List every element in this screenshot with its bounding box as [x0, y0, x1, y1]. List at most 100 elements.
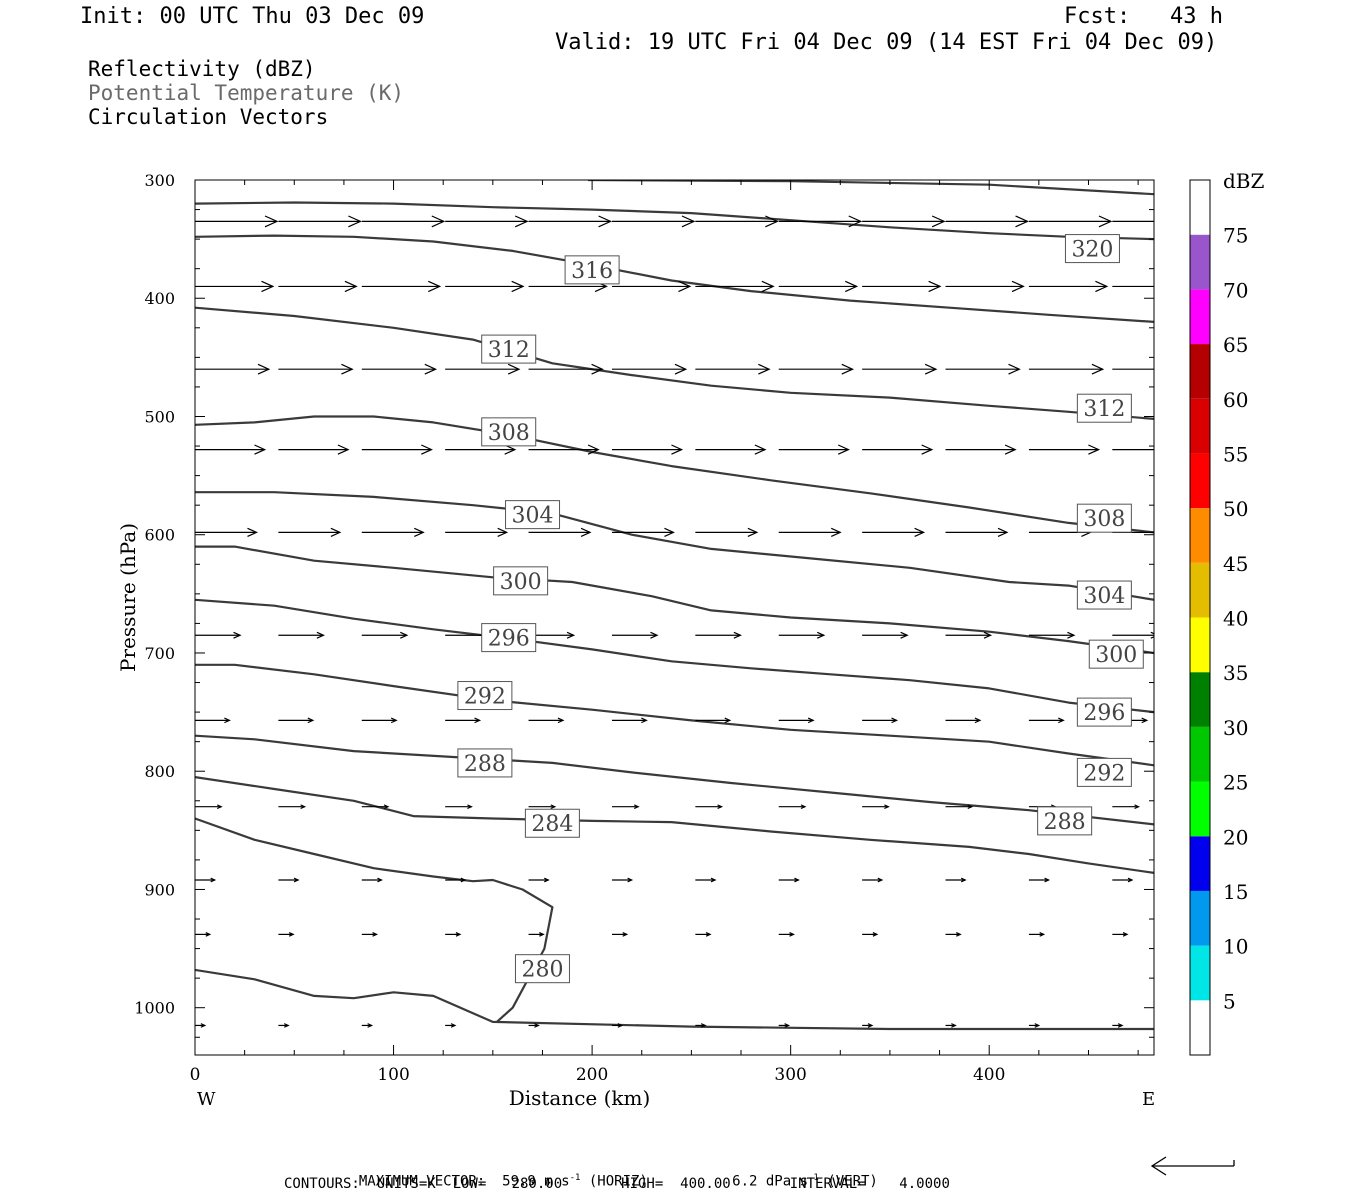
contour-label-308: 308: [481, 417, 537, 447]
contour-label-284: 284: [524, 808, 580, 838]
wind-vector: [778, 363, 855, 375]
wind-vector: [278, 877, 300, 883]
wind-vector: [695, 877, 717, 883]
wind-vector: [778, 1023, 791, 1028]
wind-vector: [695, 631, 742, 639]
colorbar-swatch-55: [1190, 398, 1210, 454]
wind-vector: [445, 363, 521, 375]
wind-vector: [445, 804, 473, 810]
svg-text:296: 296: [488, 627, 530, 652]
colorbar-label-45: 45: [1223, 552, 1248, 576]
wind-vector: [361, 527, 425, 537]
wind-vector: [862, 877, 884, 883]
wind-vector: [361, 804, 390, 810]
wind-vector: [862, 215, 946, 228]
colorbar-label-20: 20: [1223, 825, 1248, 849]
colorbar-swatch-50: [1190, 453, 1210, 509]
colorbar-label-25: 25: [1223, 771, 1248, 795]
wind-vector: [695, 932, 712, 937]
contour-label-296: 296: [481, 623, 537, 653]
wind-vector: [445, 527, 509, 537]
wind-vector: [278, 1023, 290, 1028]
wind-vector: [445, 717, 482, 724]
colorbar-frame: [1189, 179, 1211, 1056]
wind-vector: [1112, 932, 1129, 937]
colorbar-swatch-10: [1190, 890, 1210, 946]
contour-label-316: 316: [564, 255, 620, 285]
svg-text:316: 316: [571, 259, 613, 284]
y-tick-label: 300: [144, 171, 175, 190]
circulation-vectors: [195, 215, 1154, 1028]
wind-vector: [195, 804, 223, 810]
theta-contour-304: [195, 491, 1154, 601]
wind-vector: [778, 280, 859, 293]
theta-contour-300: [195, 545, 1154, 655]
wind-vector: [445, 444, 517, 455]
wind-vector: [1112, 804, 1141, 810]
wind-vector: [361, 215, 446, 228]
wind-vector: [945, 717, 982, 724]
forecast-hour: Fcst: 43 h: [1064, 4, 1223, 29]
wind-vector: [445, 877, 467, 883]
wind-vector: [695, 215, 779, 228]
contour-labels: 320 316 312 312 308 308 304 304 300 300 296 296 292 2…: [457, 234, 1144, 984]
wind-vector: [695, 717, 732, 724]
contour-info-line: CONTOURS: UNITS=K LOW= 280.00 HIGH= 400.…: [284, 1176, 950, 1192]
wind-vector: [611, 1023, 624, 1028]
svg-text:304: 304: [512, 504, 554, 529]
theta-contour-292: [195, 663, 1154, 767]
wind-vector: [945, 527, 1009, 537]
colorbar-label-35: 35: [1223, 661, 1248, 685]
reference-vector-arrow: [1150, 1156, 1235, 1176]
wind-vector: [361, 363, 438, 375]
max-vector-vert-exp: -1: [808, 1173, 819, 1183]
wind-vector: [778, 804, 807, 810]
theta-contour-312: [195, 306, 1154, 420]
wind-vector: [611, 877, 634, 883]
valid-time: Valid: 19 UTC Fri 04 Dec 09 (14 EST Fri …: [555, 30, 1218, 55]
init-time: Init: 00 UTC Thu 03 Dec 09: [80, 4, 425, 29]
contour-label-300: 300: [493, 566, 549, 596]
wind-vector: [528, 717, 565, 724]
wind-vector: [195, 527, 258, 537]
wind-vector: [278, 804, 307, 810]
theta-contour-line-0: [588, 180, 1154, 196]
y-tick-label: 1000: [134, 999, 175, 1018]
field-label-theta: Potential Temperature (K): [88, 81, 405, 105]
wind-vector: [945, 215, 1029, 228]
wind-vector: [611, 631, 659, 639]
wind-vector: [862, 717, 899, 724]
wind-vector: [278, 631, 325, 639]
colorbar-swatch-15: [1190, 836, 1210, 891]
y-tick-label: 900: [144, 880, 175, 899]
wind-vector: [862, 804, 890, 810]
colorbar-swatch-25: [1190, 726, 1210, 782]
wind-vector: [528, 877, 550, 883]
y-tick-label: 500: [144, 407, 175, 426]
wind-vector: [778, 877, 800, 883]
colorbar-label-30: 30: [1223, 716, 1248, 740]
svg-text:308: 308: [488, 421, 530, 446]
wind-vector: [862, 932, 879, 937]
svg-text:288: 288: [1044, 810, 1086, 835]
colorbar-swatch-35: [1190, 617, 1210, 673]
contour-label-312: 312: [481, 334, 537, 364]
wind-vector: [445, 932, 462, 937]
contour-label-320: 320: [1064, 234, 1120, 264]
colorbar-swatch-30: [1190, 672, 1210, 727]
wind-vector: [528, 1023, 540, 1028]
wind-vector: [195, 877, 217, 883]
wind-vector: [445, 1023, 457, 1028]
wind-vector: [695, 804, 724, 810]
svg-text:312: 312: [1083, 397, 1125, 422]
wind-vector: [945, 804, 974, 810]
y-tick-label: 700: [144, 644, 175, 663]
wind-vector: [695, 363, 771, 375]
wind-vector: [1028, 1023, 1041, 1028]
wind-vector: [945, 444, 1017, 455]
max-vector-horiz-exp: -1: [569, 1173, 581, 1183]
wind-vector: [1028, 280, 1109, 293]
colorbar-label-60: 60: [1223, 388, 1248, 412]
x-tick-label: 100: [377, 1065, 409, 1085]
wind-vector: [611, 932, 629, 937]
